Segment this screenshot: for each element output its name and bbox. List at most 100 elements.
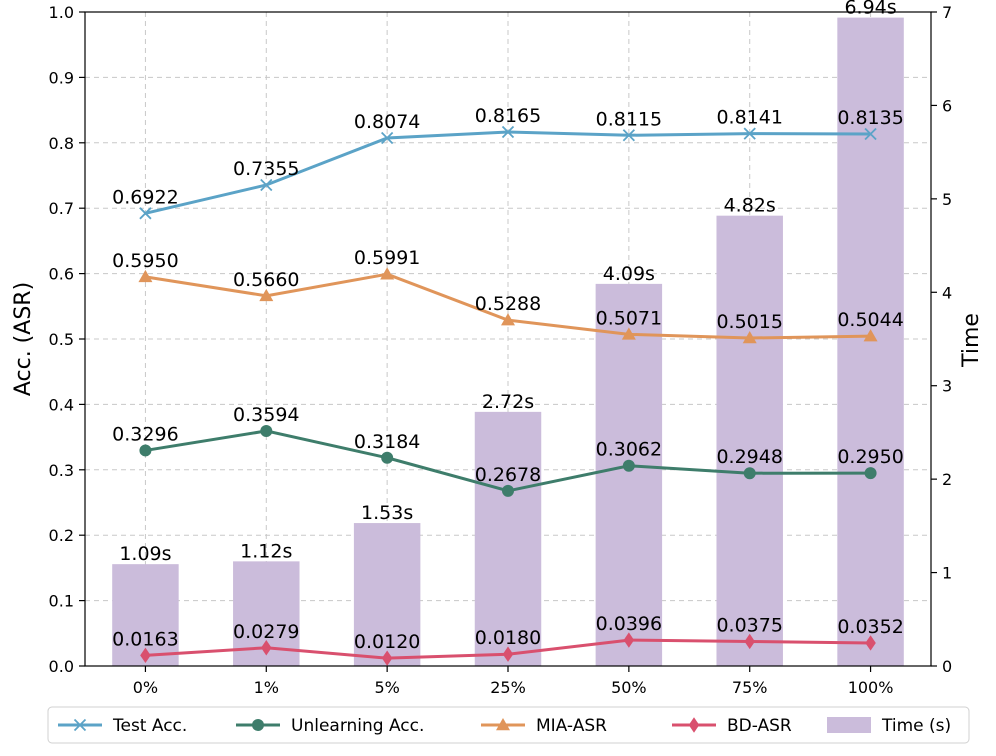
- test-acc-marker: [622, 129, 635, 142]
- test-acc-value-label: 0.8141: [716, 107, 782, 129]
- time-bar-label: 1.09s: [119, 543, 171, 565]
- y-left-tick-label: 0.8: [49, 134, 74, 153]
- time-bar: [716, 215, 783, 666]
- y-axis-right-title: Time: [959, 313, 984, 368]
- y-right-tick-label: 4: [942, 283, 952, 302]
- bd-asr-value-label: 0.0163: [112, 628, 178, 650]
- bd-asr-value-label: 0.0352: [837, 616, 903, 638]
- x-tick-label: 5%: [374, 678, 399, 697]
- bd-asr-value-label: 0.0120: [354, 631, 420, 653]
- unlearning-acc-value-label: 0.3594: [233, 404, 299, 426]
- legend-label: Unlearning Acc.: [291, 716, 424, 736]
- time-bar: [353, 523, 421, 666]
- y-left-tick-label: 0.9: [49, 68, 74, 87]
- mia-asr-value-label: 0.5288: [475, 293, 541, 315]
- bd-asr-marker: [261, 640, 272, 656]
- x-tick-label: 100%: [848, 678, 894, 697]
- test-acc-marker: [260, 178, 273, 192]
- legend-marker-bd-asr: [688, 717, 700, 733]
- bd-asr-marker: [502, 646, 514, 662]
- time-bars: [112, 17, 904, 667]
- legend-label: MIA-ASR: [536, 716, 607, 736]
- mia-asr-value-label: 0.5950: [112, 250, 178, 272]
- y-left-tick-label: 0.3: [49, 461, 74, 480]
- data-labels: 1.09s 1.12s 1.53s 2.72s 4.09s 4.82s 6.94s 0.692…: [112, 0, 904, 653]
- bd-asr-marker: [744, 633, 755, 650]
- mia-asr-value-label: 0.5660: [233, 269, 299, 291]
- x-tick-label: 25%: [490, 678, 526, 697]
- unlearning-acc-value-label: 0.3296: [112, 423, 178, 445]
- x-tick-label: 50%: [611, 678, 647, 697]
- time-bar-label: 4.82s: [724, 195, 776, 217]
- test-acc-value-label: 0.8074: [354, 111, 420, 133]
- mia-asr-value-label: 0.5015: [716, 311, 782, 333]
- mia-asr-value-label: 0.5071: [596, 307, 662, 329]
- unlearning-acc-value-label: 0.3184: [354, 431, 420, 453]
- test-acc-marker: [864, 127, 877, 141]
- time-bar-label: 4.09s: [603, 263, 655, 285]
- test-acc-value-label: 0.8135: [837, 107, 903, 129]
- unlearning-acc-value-label: 0.2950: [837, 446, 903, 468]
- mia-asr-marker: [259, 288, 274, 302]
- time-bar: [595, 283, 663, 666]
- bd-asr-marker: [381, 650, 393, 666]
- legend-label: Test Acc.: [112, 716, 187, 736]
- time-bar: [474, 411, 542, 666]
- bd-asr-marker: [623, 632, 635, 648]
- unlearning-acc-value-label: 0.3062: [596, 439, 662, 461]
- axes: 0.0 0.1 0.2 0.3 0.4 0.5 0.6 0.7 0.8 0.9 1.0 0% 1% 5% 2…: [49, 3, 953, 697]
- x-tick-label: 0%: [133, 678, 158, 697]
- y-right-tick-label: 6: [942, 96, 952, 115]
- legend-label: Time (s): [881, 716, 951, 736]
- mia-asr-marker: [863, 329, 878, 342]
- y-left-tick-label: 0.4: [49, 395, 74, 414]
- legend-marker-mia-asr: [496, 718, 510, 731]
- mia-asr-marker: [621, 327, 636, 340]
- time-bar-label: 1.12s: [240, 540, 292, 562]
- y-right-tick-label: 5: [942, 190, 952, 209]
- y-right-tick-label: 3: [942, 377, 952, 396]
- test-acc-marker: [381, 131, 394, 145]
- unlearning-acc-value-label: 0.2678: [475, 464, 541, 486]
- y-left-tick-label: 0.6: [49, 265, 74, 284]
- y-right-tick-label: 0: [942, 657, 952, 676]
- y-right-tick-label: 7: [942, 3, 952, 22]
- mia-asr-value-label: 0.5991: [354, 247, 420, 269]
- metric-lines: [138, 125, 878, 666]
- legend-swatch-time: [827, 717, 871, 733]
- y-axis-left-title: Acc. (ASR): [11, 282, 36, 396]
- y-left-tick-label: 0.2: [49, 526, 74, 545]
- bd-asr-marker: [865, 635, 876, 651]
- bd-asr-value-label: 0.0396: [596, 613, 662, 635]
- mia-asr-value-label: 0.5044: [837, 309, 903, 331]
- time-bar: [837, 17, 904, 667]
- y-left-tick-label: 0.7: [49, 199, 74, 218]
- unlearning-acc-marker: [864, 467, 877, 480]
- y-left-tick-label: 1.0: [49, 3, 74, 22]
- unlearning-acc-marker: [381, 451, 394, 464]
- mia-asr-marker: [380, 267, 395, 280]
- x-tick-label: 75%: [732, 678, 768, 697]
- y-left-tick-label: 0.5: [49, 330, 74, 349]
- bd-asr-value-label: 0.0375: [716, 614, 782, 636]
- time-bar-label: 6.94s: [844, 0, 896, 19]
- legend: Test Acc. Unlearning Acc. MIA-ASR BD-ASR Tim…: [47, 706, 970, 744]
- bd-asr-value-label: 0.0279: [233, 621, 299, 643]
- test-acc-value-label: 0.7355: [233, 158, 299, 180]
- test-acc-value-label: 0.6922: [112, 186, 178, 208]
- y-left-tick-label: 0.0: [49, 657, 74, 676]
- test-acc-marker: [501, 125, 515, 139]
- unlearning-acc-value-label: 0.2948: [716, 446, 782, 468]
- legend-marker-unlearning-acc: [252, 719, 264, 731]
- y-right-tick-label: 1: [942, 564, 952, 583]
- mia-asr-marker: [138, 269, 153, 283]
- x-tick-label: 1%: [254, 678, 279, 697]
- time-bar-label: 1.53s: [361, 502, 413, 524]
- y-right-tick-label: 2: [942, 470, 952, 489]
- test-acc-value-label: 0.8115: [596, 108, 662, 130]
- y-left-tick-label: 0.1: [49, 592, 74, 611]
- unlearning-acc-marker: [743, 467, 756, 480]
- test-acc-marker: [139, 207, 152, 220]
- unlearning-acc-marker: [260, 424, 273, 437]
